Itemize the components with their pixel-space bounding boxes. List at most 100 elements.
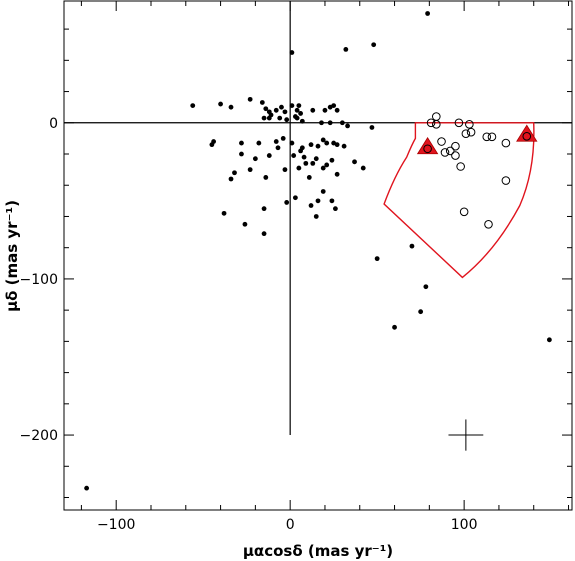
data-point <box>418 309 424 315</box>
data-point <box>282 167 288 173</box>
data-point <box>273 107 279 113</box>
data-point <box>423 284 429 290</box>
data-point <box>242 221 248 227</box>
data-point <box>313 214 319 219</box>
data-point-open <box>456 162 465 171</box>
data-point <box>289 50 295 55</box>
data-point-open <box>451 141 460 151</box>
data-point <box>256 140 262 146</box>
data-point <box>261 115 267 121</box>
triangle-inner-circle <box>522 131 532 141</box>
data-point <box>247 96 253 102</box>
data-point <box>329 157 335 163</box>
data-point-open <box>454 118 464 128</box>
data-point-open <box>482 132 492 142</box>
error-bar-cross <box>448 419 484 451</box>
x-tick-label: 100 <box>451 517 478 533</box>
data-point <box>296 165 302 171</box>
triangle-markers <box>416 124 538 155</box>
data-point <box>310 107 316 113</box>
data-point-open <box>445 146 455 156</box>
data-point <box>282 109 288 115</box>
data-point-open <box>440 148 450 157</box>
data-point <box>327 120 333 126</box>
axis-tick-labels: −100 0 100 0 −100 −200 <box>20 116 478 533</box>
data-point <box>266 153 272 158</box>
data-point <box>324 140 330 146</box>
data-point <box>409 243 415 249</box>
data-point <box>329 198 335 204</box>
y-axis-label: μδ (mas yr⁻¹) <box>3 200 21 312</box>
data-point <box>284 200 290 205</box>
data-point <box>294 107 300 113</box>
data-point <box>218 101 223 107</box>
data-point <box>273 139 279 144</box>
x-tick-label: 0 <box>286 517 295 533</box>
data-point <box>371 42 377 48</box>
y-tick-label: 0 <box>49 116 58 132</box>
data-point-open <box>432 120 441 129</box>
data-point <box>320 137 326 143</box>
data-point-open <box>501 138 511 148</box>
data-point <box>228 176 234 182</box>
data-point <box>277 115 283 121</box>
data-point-open <box>487 132 497 142</box>
data-point <box>334 171 340 177</box>
data-point-open <box>465 120 474 129</box>
data-point <box>343 47 349 52</box>
data-point <box>345 123 350 129</box>
data-point <box>284 117 290 123</box>
data-point <box>232 170 237 176</box>
data-point <box>320 165 326 171</box>
axis-ticks <box>64 1 572 510</box>
data-point-open <box>459 207 469 217</box>
data-point <box>292 114 298 119</box>
data-point <box>280 135 286 141</box>
triangle-inner-circle <box>423 144 432 154</box>
data-point <box>252 156 258 162</box>
data-point <box>320 189 326 194</box>
data-point <box>425 11 431 16</box>
data-point <box>279 104 284 110</box>
data-point-open <box>437 137 446 146</box>
data-point <box>247 167 253 173</box>
data-point <box>292 195 298 201</box>
data-point <box>228 104 234 110</box>
data-point <box>84 485 90 491</box>
y-tick-label: −100 <box>20 272 58 288</box>
data-point <box>291 153 297 158</box>
triangle-marker <box>416 137 439 155</box>
data-point <box>334 142 340 148</box>
data-point <box>322 107 328 113</box>
data-point <box>289 140 295 146</box>
data-point <box>239 151 244 157</box>
data-point <box>239 140 244 146</box>
data-point <box>289 103 295 109</box>
data-point-open <box>466 127 476 137</box>
y-tick-label: −200 <box>20 428 58 444</box>
plot-frame <box>63 0 573 511</box>
data-point <box>221 210 227 216</box>
data-point <box>190 103 196 109</box>
data-point <box>209 142 215 148</box>
data-point <box>546 337 552 343</box>
data-point <box>261 231 267 237</box>
filled-points <box>84 11 552 491</box>
x-axis-label: μαcosδ (mas yr⁻¹) <box>243 542 393 560</box>
data-point <box>315 198 321 204</box>
data-point <box>261 206 267 212</box>
data-point-open <box>461 129 471 139</box>
data-point <box>296 103 302 109</box>
data-point <box>268 112 274 118</box>
data-point-open <box>451 151 460 160</box>
data-point <box>301 154 307 160</box>
data-point <box>392 324 397 330</box>
data-point <box>339 120 345 126</box>
data-point <box>331 103 337 109</box>
data-point <box>332 206 338 212</box>
data-point <box>324 162 330 168</box>
data-point <box>360 165 366 171</box>
triangle-marker <box>516 124 538 142</box>
data-point-open <box>432 112 441 121</box>
